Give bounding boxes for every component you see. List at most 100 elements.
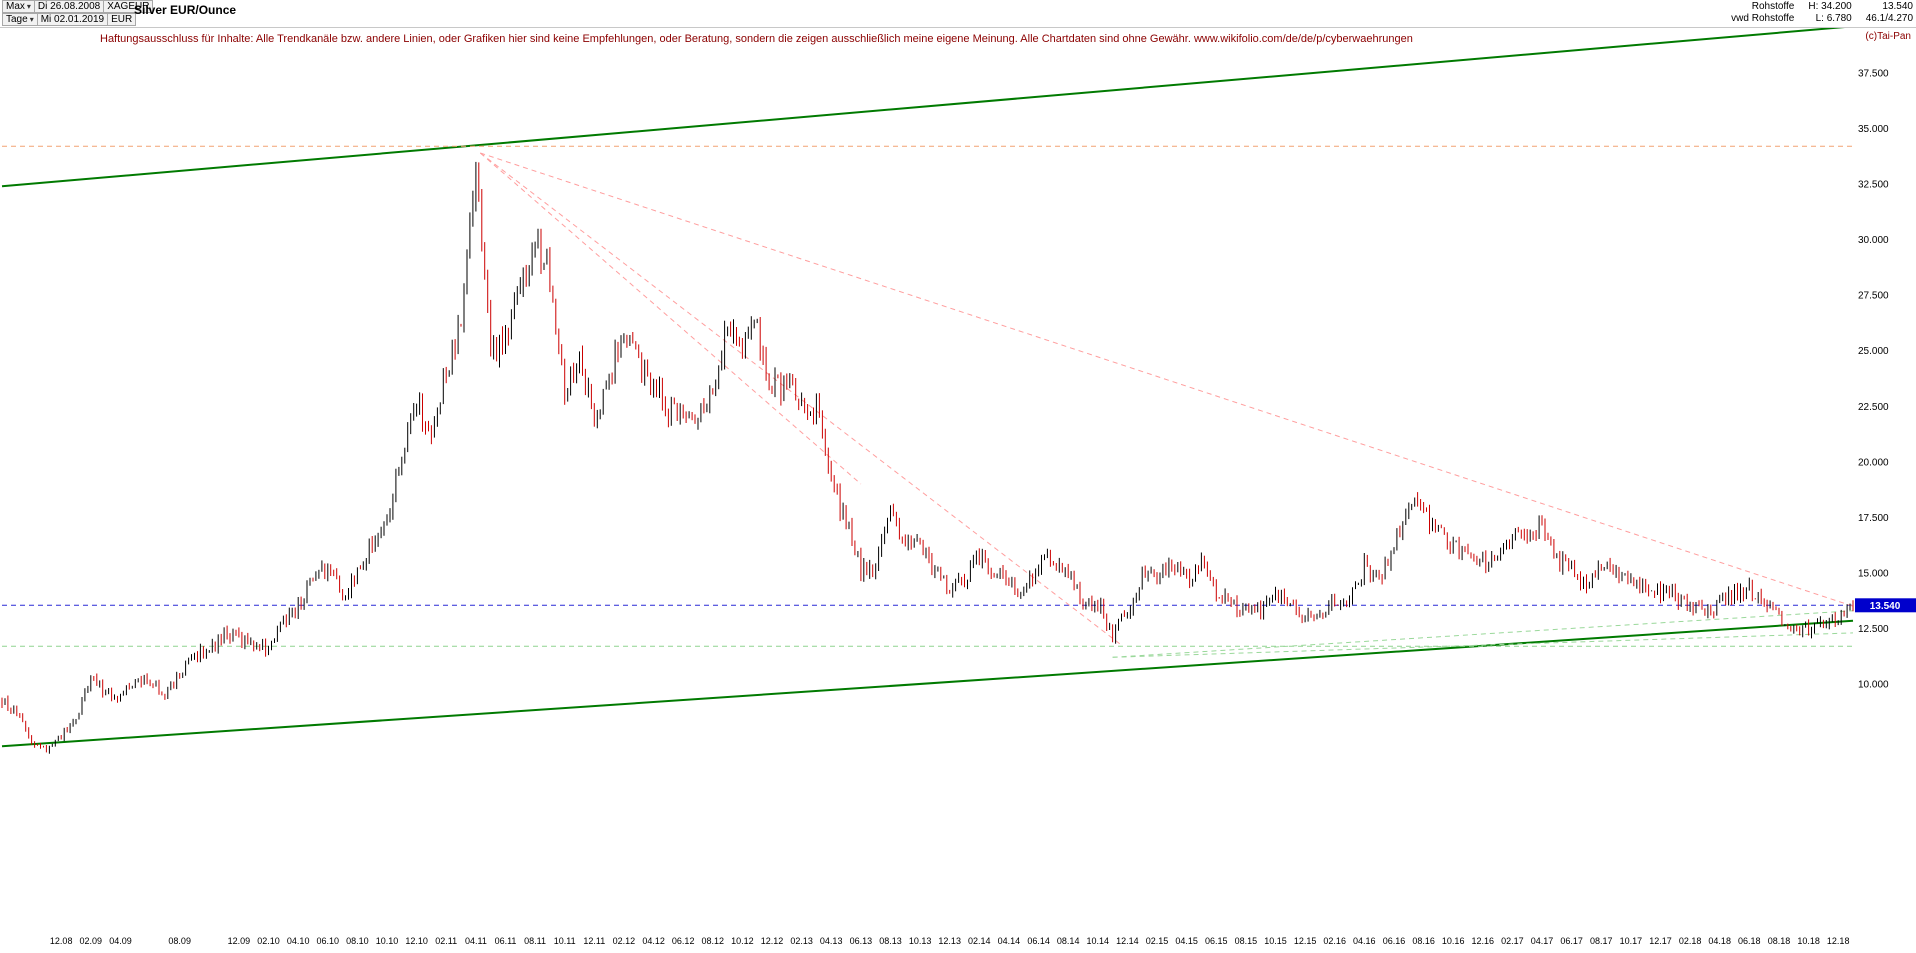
x-axis-label: 04.15 (1175, 936, 1198, 946)
x-axis-label: 12.18 (1827, 936, 1850, 946)
x-axis-label: 08.16 (1412, 936, 1435, 946)
end-date-field[interactable]: Mi 02.01.2019 (36, 13, 109, 26)
x-axis-label: 10.10 (376, 936, 399, 946)
x-axis-label: 08.13 (879, 936, 902, 946)
x-axis-label: 12.10 (405, 936, 428, 946)
x-axis-label: 04.09 (109, 936, 132, 946)
x-axis-label: 04.13 (820, 936, 843, 946)
start-date-value: Di 26.08.2008 (37, 1, 101, 12)
x-axis-label: 06.17 (1560, 936, 1583, 946)
category-label: Rohstoffe (1751, 1, 1795, 12)
x-axis-label: 04.17 (1531, 936, 1554, 946)
x-axis-label: 10.14 (1087, 936, 1110, 946)
x-axis-label: 12.08 (50, 936, 73, 946)
y-axis-label: 15.000 (1858, 568, 1889, 579)
range-dropdown-label: Max (6, 1, 25, 12)
x-axis-label: 12.11 (583, 936, 605, 946)
x-axis-label: 10.13 (909, 936, 932, 946)
x-axis-label: 12.15 (1294, 936, 1317, 946)
y-axis-label: 10.000 (1858, 680, 1889, 691)
x-axis-label: 04.10 (287, 936, 310, 946)
x-axis-label: 12.16 (1472, 936, 1495, 946)
start-date-field[interactable]: Di 26.08.2008 (33, 0, 105, 13)
trend-line-upper-channel (1, 28, 1845, 188)
page-title: Silver EUR/Ounce (134, 3, 237, 17)
taipan-attribution: (c)Tai-Pan (1865, 31, 1911, 42)
x-axis-label: 06.10 (317, 936, 340, 946)
y-axis-label: 37.500 (1858, 69, 1889, 80)
x-axis-label: 02.18 (1679, 936, 1702, 946)
y-axis-label: 32.500 (1858, 180, 1889, 191)
x-axis-label: 08.14 (1057, 936, 1080, 946)
y-axis-labels: 37.500 35.000 32.500 30.000 27.500 25.000 22.5… (1858, 69, 1889, 691)
y-axis-label: 12.500 (1858, 624, 1889, 635)
x-axis-label: 10.12 (731, 936, 754, 946)
disclaimer-text: Haftungsausschluss für Inhalte: Alle Tre… (100, 33, 1413, 45)
x-axis-label: 02.16 (1323, 936, 1346, 946)
last-price-tag: 13.540 (1855, 598, 1916, 613)
trend-line-support-fan-2 (1112, 632, 1854, 658)
x-axis-label: 02.13 (790, 936, 813, 946)
x-axis-label: 08.10 (346, 936, 369, 946)
x-axis-label: 02.11 (435, 936, 457, 946)
y-axis-label: 22.500 (1858, 402, 1889, 413)
y-axis-label: 25.000 (1858, 346, 1889, 357)
x-axis-label: 08.17 (1590, 936, 1613, 946)
last-price-tag-value: 13.540 (1870, 601, 1901, 612)
range-dropdown[interactable]: Max ▾ (2, 0, 35, 13)
chart-controls: Max ▾ Di 26.08.2008 XAGEUR Tage ▾ Mi 02.01.20… (2, 0, 154, 26)
x-axis-label: 04.14 (998, 936, 1021, 946)
trend-line-support-fan-1 (1112, 610, 1854, 658)
x-axis-label: 10.18 (1797, 936, 1820, 946)
x-axis-label: 02.15 (1146, 936, 1169, 946)
trend-line-resistance-fan-1 (480, 152, 1854, 607)
currency-value: EUR (111, 14, 133, 25)
x-axis-label: 06.15 (1205, 936, 1228, 946)
y-axis-label: 27.500 (1858, 291, 1889, 302)
x-axis-label: 02.09 (80, 936, 103, 946)
x-axis-label: 12.14 (1116, 936, 1139, 946)
x-axis-label: 04.16 (1353, 936, 1376, 946)
trend-line-resistance-fan-2 (479, 152, 1121, 645)
symbol-field[interactable]: XAGEUR (103, 0, 154, 13)
x-axis-label: 06.11 (495, 936, 517, 946)
x-axis-labels: 12.08 02.09 04.09 08.09 12.09 02.10 04.10 06.10… (50, 936, 1850, 946)
chevron-down-icon: ▾ (26, 2, 31, 11)
x-axis-label: 02.12 (613, 936, 636, 946)
x-axis-label: 02.14 (968, 936, 991, 946)
quote-info: Rohstoffe H: 34.200 13.540 vwd Rohstoffe… (1731, 1, 1913, 25)
x-axis-label: 06.13 (850, 936, 873, 946)
end-date-value: Mi 02.01.2019 (40, 14, 105, 25)
x-axis-label: 06.18 (1738, 936, 1761, 946)
x-axis-label: 04.12 (642, 936, 665, 946)
symbol-value: XAGEUR (107, 1, 150, 12)
x-axis-label: 10.15 (1264, 936, 1287, 946)
y-axis-label: 20.000 (1858, 457, 1889, 468)
x-axis-label: 06.14 (1027, 936, 1050, 946)
last-price-value: 13.540 (1882, 1, 1913, 12)
interval-dropdown[interactable]: Tage ▾ (2, 13, 38, 26)
currency-field[interactable]: EUR (107, 13, 137, 26)
x-axis-label: 04.18 (1708, 936, 1731, 946)
x-axis-label: 02.17 (1501, 936, 1524, 946)
change-value: 46.1/4.270 (1865, 13, 1913, 24)
x-axis-label: 10.16 (1442, 936, 1465, 946)
x-axis-label: 12.12 (761, 936, 784, 946)
chart-header: Max ▾ Di 26.08.2008 XAGEUR Tage ▾ Mi 02.01.20… (0, 0, 1916, 28)
x-axis-label: 08.15 (1235, 936, 1258, 946)
x-axis-label: 04.11 (465, 936, 487, 946)
x-axis-label: 06.16 (1383, 936, 1406, 946)
trend-lines-layer (1, 28, 1854, 748)
source-label: vwd Rohstoffe (1731, 13, 1795, 24)
x-axis-label: 12.13 (938, 936, 961, 946)
x-axis-label: 02.10 (257, 936, 280, 946)
price-chart-canvas[interactable]: 37.500 35.000 32.500 30.000 27.500 25.000 22.5… (0, 28, 1916, 953)
chart-area: 37.500 35.000 32.500 30.000 27.500 25.000 22.5… (0, 28, 1916, 953)
trend-line-resistance-fan-3 (479, 152, 862, 485)
x-axis-label: 12.17 (1649, 936, 1672, 946)
x-axis-label: 08.09 (168, 936, 191, 946)
x-axis-label: 08.11 (524, 936, 546, 946)
x-axis-label: 08.18 (1768, 936, 1791, 946)
y-axis-label: 17.500 (1858, 513, 1889, 524)
